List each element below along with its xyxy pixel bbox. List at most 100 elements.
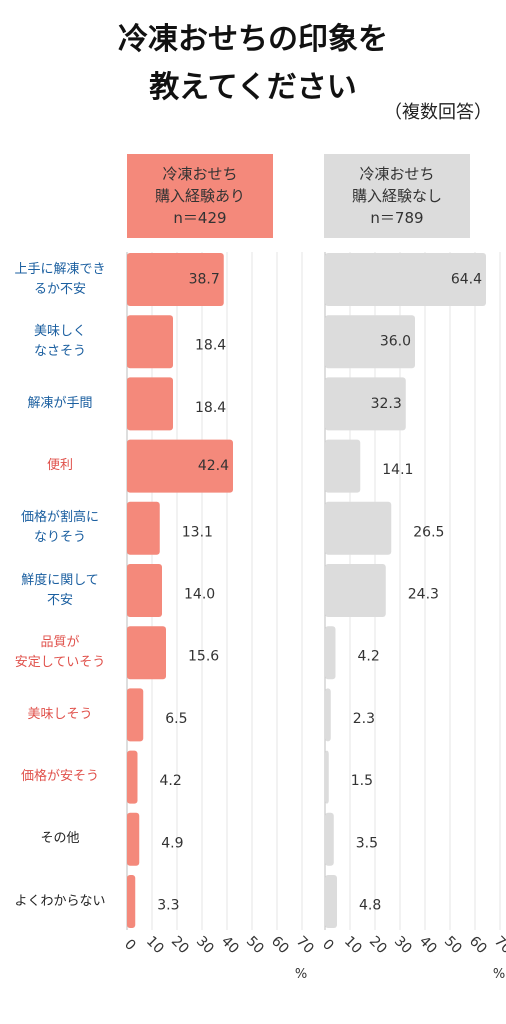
data-label: 24.3	[408, 587, 439, 603]
x-tick-label: 10	[341, 933, 365, 957]
data-bar	[127, 501, 160, 555]
group-header-line: 購入経験あり	[154, 187, 245, 205]
data-label: 13.1	[182, 524, 213, 540]
data-label: 6.5	[165, 711, 187, 727]
data-label: 64.4	[451, 272, 482, 288]
group-header-count: n＝789	[370, 209, 424, 227]
x-tick-label: 60	[268, 933, 292, 957]
data-label: 32.3	[371, 396, 402, 412]
category-label-line: 便利	[46, 458, 73, 474]
data-label: 26.5	[413, 524, 444, 540]
category-label-line: 美味しく	[33, 323, 86, 339]
group-header-line: 購入経験なし	[351, 187, 442, 205]
category-label-line: 価格が割高に	[20, 510, 99, 526]
group-header-line: 冷凍おせち	[359, 165, 435, 183]
data-label: 3.3	[157, 898, 179, 914]
x-tick-label: 0	[121, 936, 139, 954]
chart-title-line1: 冷凍おせちの印象を	[118, 22, 388, 57]
x-tick-label: 30	[193, 933, 217, 957]
group-header-purchased: 冷凍おせち 購入経験あり n＝429	[127, 154, 273, 238]
data-bar	[325, 501, 392, 555]
x-tick-label: 50	[441, 933, 465, 957]
data-bar	[127, 688, 144, 742]
data-bar	[325, 377, 406, 431]
category-label: 解凍が手間	[4, 377, 116, 430]
category-label: 上手に解凍でき るか不安	[4, 253, 116, 306]
data-label: 42.4	[198, 458, 229, 474]
data-bar	[325, 812, 334, 866]
category-label: 美味しそう	[4, 688, 116, 741]
x-tick-label: 70	[293, 933, 317, 957]
data-label: 15.6	[188, 649, 219, 665]
category-label-line: るか不安	[33, 281, 86, 297]
category-label-line: 美味しそう	[27, 706, 93, 722]
data-bar	[127, 253, 224, 306]
category-label: 便利	[4, 440, 116, 493]
group-header-count: n＝429	[173, 209, 227, 227]
data-label: 1.5	[351, 773, 373, 789]
category-label: 鮮度に関して 不安	[4, 564, 116, 617]
data-label: 3.5	[356, 835, 378, 851]
category-label-line: なさそう	[33, 343, 86, 359]
category-label-line: 安定していそう	[14, 654, 106, 670]
category-label: 価格が割高に なりそう	[4, 502, 116, 555]
data-bar	[325, 315, 415, 369]
data-bar	[127, 439, 233, 493]
x-tick-label: 20	[168, 933, 192, 957]
data-label: 2.3	[353, 711, 375, 727]
x-axis-unit: %	[295, 967, 307, 982]
group-header-line: 冷凍おせち	[162, 165, 238, 183]
data-label: 4.2	[160, 773, 182, 789]
data-bar	[325, 564, 386, 617]
category-label: よくわからない	[4, 875, 116, 928]
data-label: 4.2	[358, 649, 380, 665]
category-label: 品質が安定していそう	[4, 626, 116, 679]
x-tick-label: 40	[218, 933, 242, 957]
data-bar	[127, 812, 140, 866]
data-label: 14.1	[382, 462, 413, 478]
category-label-line: なりそう	[33, 530, 86, 546]
x-axis-unit: %	[493, 967, 505, 982]
chart-subtitle: （複数回答）	[384, 102, 492, 123]
category-label: 美味しく なさそう	[4, 315, 116, 368]
data-bar	[325, 253, 486, 306]
category-label: その他	[4, 813, 116, 866]
data-label: 4.8	[359, 898, 381, 914]
data-label: 18.4	[195, 400, 226, 416]
x-tick-label: 60	[466, 933, 490, 957]
data-bar	[127, 626, 166, 680]
data-bar	[127, 875, 136, 928]
x-tick-label: 50	[243, 933, 267, 957]
category-label-line: 解凍が手間	[27, 395, 93, 411]
x-tick-label: 10	[143, 933, 167, 957]
data-label: 14.0	[184, 587, 215, 603]
data-bar	[127, 377, 173, 431]
data-bar	[325, 439, 361, 493]
data-bar	[127, 750, 138, 804]
x-tick-label: 30	[391, 933, 415, 957]
category-label-line: その他	[40, 831, 80, 847]
category-label-line: よくわからない	[14, 893, 106, 909]
category-label-line: 鮮度に関して	[21, 572, 99, 588]
group-header-not-purchased: 冷凍おせち 購入経験なし n＝789	[324, 154, 470, 238]
x-tick-label: 40	[416, 933, 440, 957]
data-label: 4.9	[161, 835, 183, 851]
chart-title-line2: 教えてください	[149, 70, 357, 105]
x-tick-label: 0	[319, 936, 337, 954]
data-bar	[325, 688, 331, 742]
data-bar	[127, 564, 162, 617]
x-tick-label: 70	[491, 933, 506, 957]
data-label: 36.0	[380, 334, 411, 350]
category-label-line: 不安	[46, 592, 73, 608]
x-tick-label: 20	[366, 933, 390, 957]
category-label-line: 価格が安そう	[20, 769, 99, 785]
data-bar	[127, 315, 173, 369]
category-label-line: 上手に解凍でき	[14, 261, 106, 277]
category-label-line: 品質が	[40, 634, 80, 650]
data-label: 38.7	[189, 272, 220, 288]
category-label: 価格が安そう	[4, 751, 116, 804]
data-bar	[325, 626, 336, 680]
data-bar	[325, 875, 337, 928]
data-bar	[325, 750, 329, 804]
